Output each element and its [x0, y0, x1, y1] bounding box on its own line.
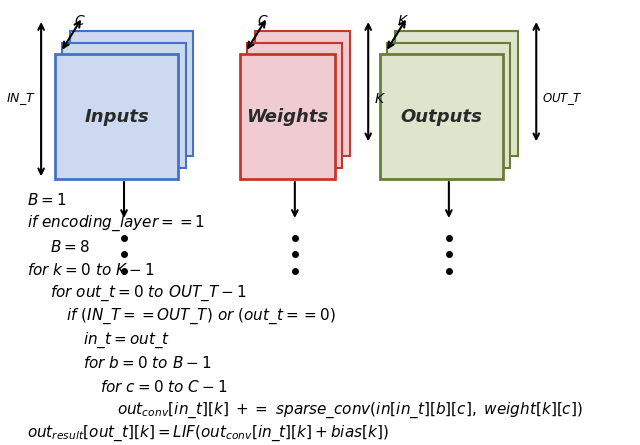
Bar: [247, 43, 342, 167]
Text: $K$: $K$: [374, 92, 386, 106]
Text: $out_{result}[out\_t][k] = LIF(out_{conv}[in\_t][k] + bias[k])$: $out_{result}[out\_t][k] = LIF(out_{conv…: [27, 424, 389, 443]
Text: $out_{conv}[in\_t][k]\ +=\ sparse\_conv(in[in\_t][b][c],\ weight[k][c])$: $out_{conv}[in\_t][k]\ +=\ sparse\_conv(…: [116, 400, 582, 420]
Text: $C$: $C$: [257, 14, 269, 28]
Text: $B = 1$: $B = 1$: [27, 192, 67, 208]
Text: $IN\_T$: $IN\_T$: [6, 91, 35, 107]
Text: $for\ out\_t = 0\ to\ OUT\_T - 1$: $for\ out\_t = 0\ to\ OUT\_T - 1$: [49, 283, 246, 303]
Text: $if\ encoding\_layer == 1$: $if\ encoding\_layer == 1$: [27, 214, 205, 233]
Text: $C$: $C$: [74, 14, 86, 28]
Bar: [55, 54, 179, 179]
Text: $for\ b = 0\ to\ B - 1$: $for\ b = 0\ to\ B - 1$: [83, 356, 212, 371]
Text: $OUT\_T$: $OUT\_T$: [542, 91, 582, 107]
Bar: [62, 43, 186, 167]
Bar: [255, 31, 349, 156]
Text: $K$: $K$: [397, 14, 409, 28]
Text: Weights: Weights: [246, 108, 329, 125]
Bar: [380, 54, 503, 179]
Bar: [240, 54, 335, 179]
Bar: [394, 31, 518, 156]
Text: $in\_t = out\_t$: $in\_t = out\_t$: [83, 330, 170, 350]
Text: $for\ c = 0\ to\ C - 1$: $for\ c = 0\ to\ C - 1$: [100, 379, 227, 395]
Text: $B = 8$: $B = 8$: [49, 239, 89, 255]
Bar: [387, 43, 511, 167]
Text: $if\ (IN\_T == OUT\_T)\ or\ (out\_t == 0)$: $if\ (IN\_T == OUT\_T)\ or\ (out\_t == 0…: [67, 307, 336, 326]
Text: $for\ k = 0\ to\ K - 1$: $for\ k = 0\ to\ K - 1$: [27, 262, 154, 278]
Text: Inputs: Inputs: [84, 108, 149, 125]
Bar: [70, 31, 193, 156]
Text: Outputs: Outputs: [401, 108, 483, 125]
